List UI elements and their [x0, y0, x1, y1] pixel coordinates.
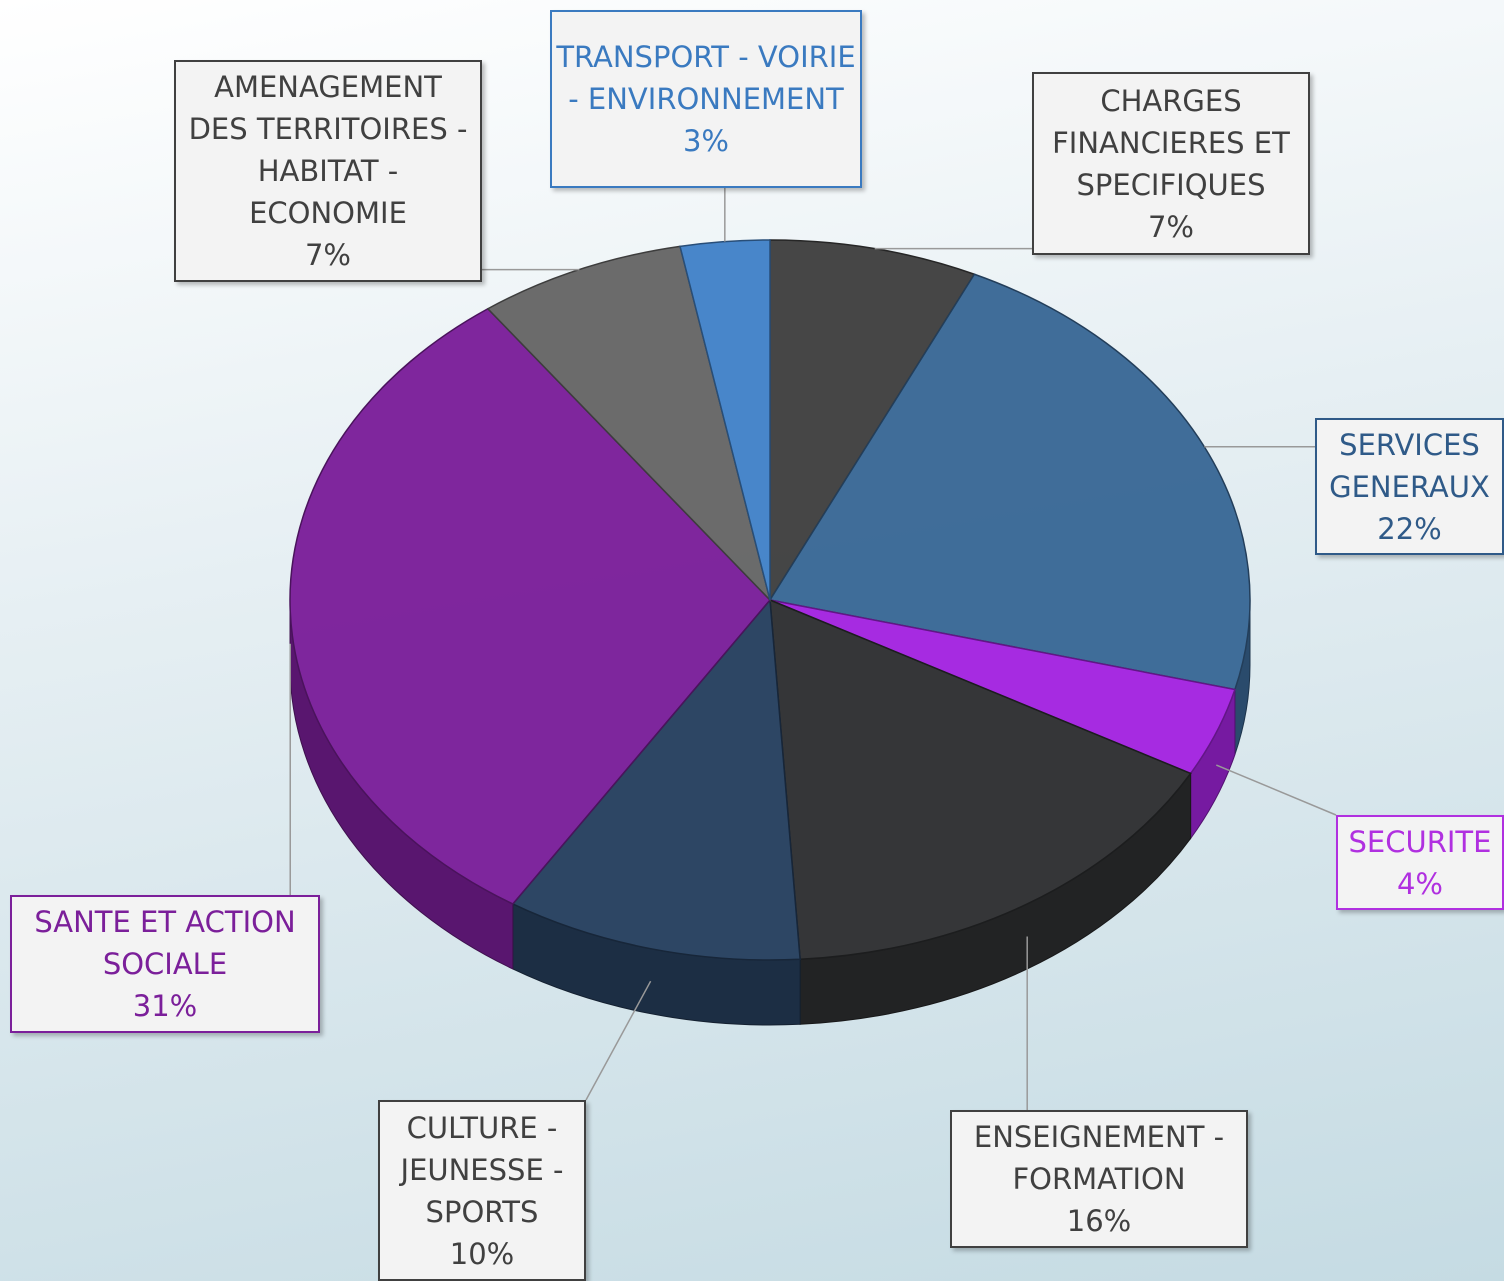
slice: [679, 239, 771, 601]
leader-line: [585, 980, 652, 1101]
slice-top: [289, 307, 772, 905]
label-value: 22%: [1377, 511, 1442, 546]
label-name: SERVICES GENERAUX: [1329, 427, 1490, 504]
label-name: CULTURE - JEUNESSE - SPORTS: [400, 1110, 564, 1229]
slice-top: [769, 239, 976, 603]
label-value: 7%: [1147, 209, 1194, 244]
slice: [511, 598, 801, 1026]
data-label: CHARGES FINANCIERES ET SPECIFIQUES 7%: [1032, 72, 1310, 255]
slice: [769, 239, 976, 603]
data-label: SECURITE 4%: [1336, 815, 1504, 910]
data-label: SANTE ET ACTION SOCIALE 31%: [10, 895, 320, 1033]
label-name: ENSEIGNEMENT - FORMATION: [973, 1120, 1225, 1196]
data-label: TRANSPORT - VOIRIE - ENVIRONNEMENT 3%: [550, 10, 862, 188]
slice: [768, 273, 1251, 755]
label-value: 31%: [132, 989, 198, 1023]
label-name: CHARGES FINANCIERES ET SPECIFIQUES: [1052, 83, 1290, 202]
data-label: AMENAGEMENT DES TERRITOIRES - HABITAT - …: [174, 60, 482, 282]
data-label: SERVICES GENERAUX 22%: [1315, 418, 1504, 555]
label-value: 16%: [1066, 1204, 1132, 1238]
data-label: CULTURE - JEUNESSE - SPORTS 10%: [378, 1100, 586, 1281]
label-name: TRANSPORT - VOIRIE - ENVIRONNEMENT: [556, 40, 856, 116]
slice-top: [679, 239, 771, 601]
data-label: ENSEIGNEMENT - FORMATION 16%: [950, 1110, 1248, 1248]
label-name: SECURITE: [1348, 824, 1492, 859]
leader-lines: [289, 188, 1337, 1110]
label-value: 7%: [304, 238, 351, 272]
label-value: 10%: [449, 1236, 515, 1271]
label-name: SANTE ET ACTION SOCIALE: [34, 905, 296, 981]
slice-top: [511, 598, 801, 961]
label-value: 4%: [1396, 866, 1443, 901]
label-name: AMENAGEMENT DES TERRITOIRES - HABITAT - …: [188, 70, 468, 230]
slice-top: [768, 273, 1251, 691]
slice-top: [769, 598, 1192, 961]
label-value: 3%: [682, 124, 729, 158]
leader-line: [1216, 764, 1337, 816]
